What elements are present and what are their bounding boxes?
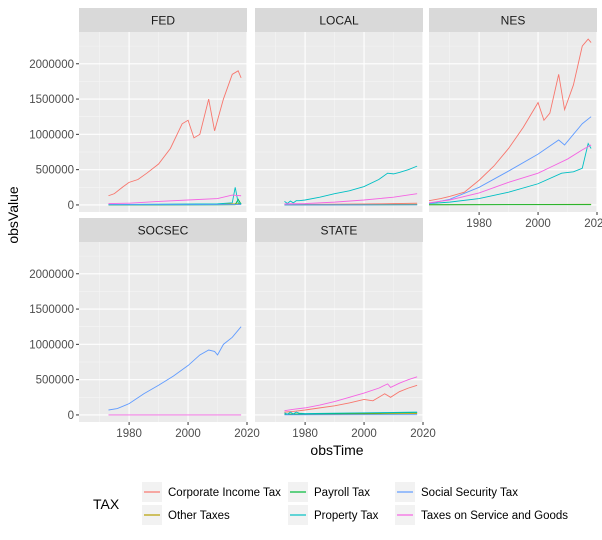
x-tick-label: 2020 — [234, 428, 260, 440]
legend-item-label: Other Taxes — [168, 510, 230, 522]
legend-item-other-taxes: Other Taxes — [142, 505, 230, 525]
series-line-local-property-tax — [284, 165, 418, 205]
plot-background-local — [255, 32, 423, 212]
y-tick-label: 1500000 — [29, 304, 74, 316]
y-tick-label: 0 — [68, 200, 74, 212]
strip-label-socsec: SOCSEC — [138, 224, 189, 238]
strip-label-fed: FED — [151, 14, 175, 28]
plot-background-socsec — [79, 242, 247, 422]
strip-label-state: STATE — [321, 224, 358, 238]
legend-item-property-tax: Property Tax — [288, 505, 379, 525]
legend-entries: Corporate Income Tax Other Taxes Payroll T… — [142, 482, 568, 525]
legend-title: TAX — [93, 496, 120, 512]
x-tick-label: 2020 — [584, 218, 602, 230]
series-line-fed-taxes-on-service-and-goods — [108, 194, 242, 204]
series-line-state-taxes-on-service-and-goods — [284, 376, 418, 412]
strip-fed — [79, 8, 247, 32]
legend-item-payroll-tax: Payroll Tax — [288, 482, 370, 502]
series-line-state-corporate-income-tax — [284, 384, 418, 413]
x-tick-label: 2000 — [175, 428, 201, 440]
legend-item-label: Payroll Tax — [314, 487, 370, 499]
y-tick-label: 2000000 — [29, 269, 74, 281]
y-tick-label: 1000000 — [29, 339, 74, 351]
panel-local: LOCAL — [255, 8, 424, 212]
panel-fed: FED — [79, 8, 248, 212]
panel-socsec: SOCSEC — [79, 218, 248, 422]
series-line-nes-property-tax — [429, 142, 592, 204]
legend-item-taxes-on-service-and-goods: Taxes on Service and Goods — [395, 505, 568, 525]
strip-state — [255, 218, 423, 242]
strip-socsec — [79, 218, 247, 242]
series-line-nes-taxes-on-service-and-goods — [429, 144, 592, 204]
series-line-fed-corporate-income-tax — [108, 70, 242, 197]
legend-item-social-security-tax: Social Security Tax — [395, 482, 518, 502]
x-tick-label: 2000 — [525, 218, 551, 230]
y-axis-title: obsValue — [5, 186, 21, 244]
plot-background-fed — [79, 32, 247, 212]
x-tick-label: 2020 — [410, 428, 436, 440]
x-axis-title: obsTime — [310, 442, 363, 458]
x-tick-label: 2000 — [351, 428, 377, 440]
series-line-nes-social-security-tax — [429, 116, 592, 204]
axes-layer: 0 500000 1000000 1500000 2000000 1980 2000 202 0… — [29, 59, 602, 440]
series-line-nes-corporate-income-tax — [429, 38, 592, 202]
series-line-socsec-social-security-tax — [108, 326, 242, 411]
y-tick-label: 500000 — [36, 375, 74, 387]
strip-local — [255, 8, 423, 32]
legend-item-label: Property Tax — [314, 510, 379, 522]
legend-item-label: Social Security Tax — [421, 487, 518, 499]
y-tick-label: 1000000 — [29, 129, 74, 141]
y-tick-label: 0 — [68, 410, 74, 422]
strip-label-local: LOCAL — [319, 14, 359, 28]
plot-background-nes — [429, 32, 597, 212]
strip-label-nes: NES — [501, 14, 526, 28]
legend-item-corporate-income-tax: Corporate Income Tax — [142, 482, 281, 502]
plot-background-state — [255, 242, 423, 422]
x-tick-label: 1980 — [466, 218, 492, 230]
series-line-state-property-tax — [284, 411, 418, 415]
y-tick-label: 2000000 — [29, 59, 74, 71]
y-tick-label: 1500000 — [29, 94, 74, 106]
legend: TAX Corporate Income Tax Other Taxes Payro… — [93, 482, 568, 525]
panels-layer: FED LOCAL NES SOCSEC STATE — [79, 8, 598, 422]
panel-state: STATE — [255, 218, 424, 422]
x-tick-label: 1980 — [292, 428, 318, 440]
legend-item-label: Taxes on Service and Goods — [421, 510, 568, 522]
strip-nes — [429, 8, 597, 32]
y-tick-label: 500000 — [36, 165, 74, 177]
series-line-local-taxes-on-service-and-goods — [284, 193, 418, 205]
x-tick-label: 1980 — [116, 428, 142, 440]
legend-item-label: Corporate Income Tax — [168, 487, 281, 499]
panel-nes: NES — [429, 8, 598, 212]
